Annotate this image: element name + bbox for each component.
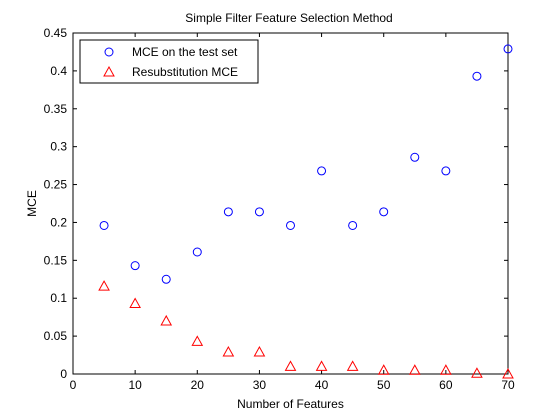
data-marks — [98, 44, 514, 379]
legend-item: Resubstitution MCE — [103, 65, 238, 79]
x-tick-label: 40 — [315, 378, 329, 392]
chart-title: Simple Filter Feature Selection Method — [185, 11, 392, 25]
data-point — [253, 345, 266, 357]
data-point — [191, 335, 204, 346]
y-tick-label: 0.3 — [50, 140, 67, 154]
data-point — [99, 220, 109, 230]
data-point — [408, 364, 421, 375]
data-point — [286, 220, 295, 230]
y-axis-label: MCE — [25, 190, 39, 217]
x-tick-label: 60 — [439, 378, 453, 392]
legend-marker — [104, 47, 114, 57]
axis-ticks: 0 10 20 30 40 50 60 70 0 0.05 0.1 0.15 0.2 0.25 0.3 0.3… — [44, 26, 515, 392]
data-point — [348, 220, 358, 230]
x-tick-label: 0 — [70, 378, 77, 392]
legend-box — [79, 39, 259, 84]
data-point — [410, 152, 420, 162]
legend-label: Resubstitution MCE — [132, 65, 238, 79]
x-tick-label: 30 — [253, 378, 267, 392]
data-point — [161, 274, 171, 284]
data-point — [441, 166, 451, 176]
y-tick-label: 0.2 — [50, 215, 67, 229]
legend-marker — [103, 65, 115, 77]
data-point — [129, 297, 141, 309]
x-tick-label: 70 — [501, 378, 515, 392]
data-point — [503, 44, 513, 54]
data-point — [98, 280, 110, 291]
data-point — [222, 345, 235, 357]
x-tick-label: 50 — [377, 378, 391, 392]
data-point — [377, 364, 390, 375]
legend-item: MCE on the test set — [104, 45, 238, 59]
series-0 — [99, 44, 513, 284]
y-tick-label: 0.05 — [44, 329, 68, 343]
data-point — [379, 207, 389, 217]
y-tick-label: 0.1 — [50, 291, 67, 305]
y-tick-label: 0.4 — [50, 64, 67, 78]
y-tick-label: 0.25 — [44, 178, 68, 192]
data-point — [317, 166, 327, 176]
data-point — [502, 367, 514, 379]
data-point — [130, 261, 140, 271]
legend-label: MCE on the test set — [132, 45, 238, 59]
plot-area — [72, 32, 509, 375]
y-tick-label: 0 — [60, 367, 67, 381]
data-point — [160, 314, 173, 326]
x-axis-label: Number of Features — [237, 397, 344, 411]
data-point — [471, 367, 483, 378]
data-point — [346, 360, 359, 371]
data-point — [192, 247, 202, 257]
data-point — [254, 207, 264, 217]
legend: MCE on the test set Resubstitution MCE — [79, 39, 259, 84]
data-point — [223, 207, 233, 217]
y-tick-label: 0.45 — [44, 26, 68, 40]
data-point — [472, 71, 482, 81]
x-tick-label: 20 — [191, 378, 205, 392]
series-1 — [98, 280, 514, 379]
data-point — [315, 360, 328, 371]
y-tick-label: 0.15 — [44, 253, 68, 267]
x-tick-label: 10 — [128, 378, 142, 392]
y-tick-label: 0.35 — [44, 102, 68, 116]
data-point — [440, 364, 452, 375]
data-point — [284, 360, 297, 371]
